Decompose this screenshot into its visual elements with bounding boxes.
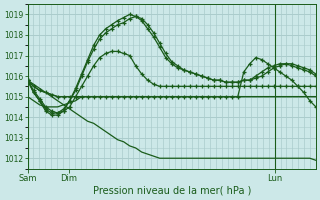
- X-axis label: Pression niveau de la mer( hPa ): Pression niveau de la mer( hPa ): [92, 186, 251, 196]
